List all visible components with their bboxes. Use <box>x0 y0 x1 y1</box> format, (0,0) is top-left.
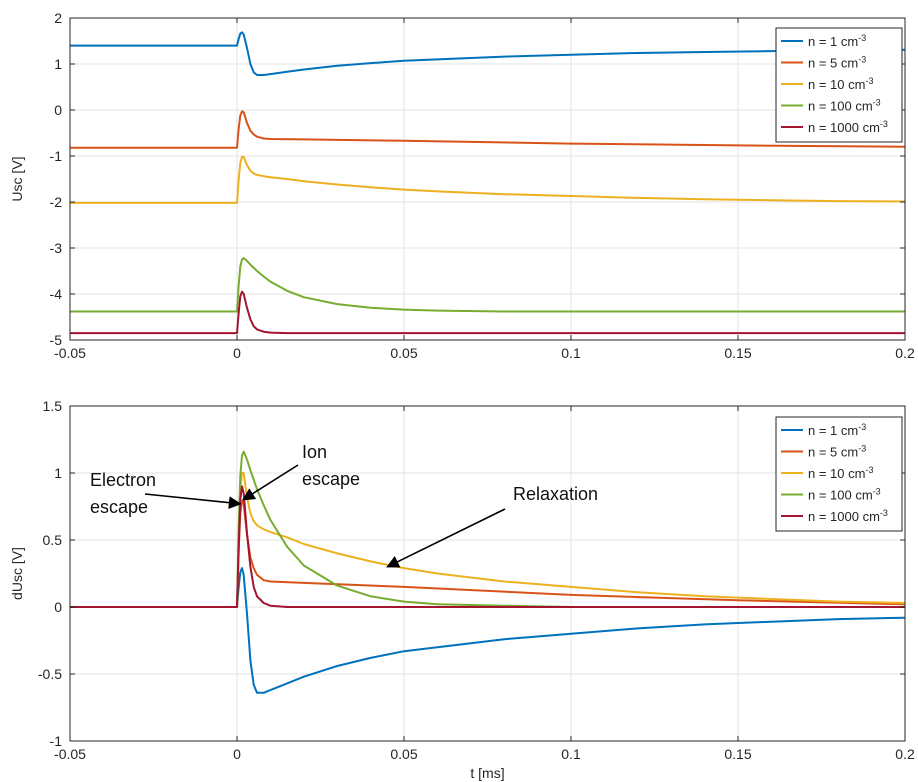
y-tick-label: -1 <box>50 148 63 164</box>
y-tick-label: 1 <box>54 56 62 72</box>
y-tick-label: -5 <box>50 332 63 348</box>
x-tick-label: 0.05 <box>390 345 417 361</box>
x-axis-label: t [ms] <box>470 765 504 781</box>
axes-box <box>69 17 906 341</box>
annotation-text-0: Electron escape <box>90 470 156 517</box>
legend-label-4: n = 1000 cm-3 <box>808 508 888 524</box>
legend-label-3: n = 100 cm-3 <box>808 487 881 503</box>
x-tick-label: 0.2 <box>895 746 915 762</box>
x-tick-label: 0.15 <box>724 746 751 762</box>
series-line-3 <box>70 257 905 313</box>
annotation-text-2: Relaxation <box>513 484 598 504</box>
y-tick-label: 1.5 <box>43 398 63 414</box>
x-tick-label: 0 <box>233 345 241 361</box>
annotation-text-1: Ion escape <box>302 442 360 489</box>
plot-area <box>70 406 905 741</box>
legend-label-0: n = 1 cm-3 <box>808 422 866 438</box>
x-tick-label: 0.15 <box>724 345 751 361</box>
legend-label-0: n = 1 cm-3 <box>808 33 866 49</box>
legend-label-1: n = 5 cm-3 <box>808 55 866 71</box>
series-line-2 <box>70 472 906 608</box>
x-tick-label: 0.1 <box>561 345 581 361</box>
y-axis-label: dUsc [V] <box>9 547 25 600</box>
legend-label-1: n = 5 cm-3 <box>808 444 866 460</box>
x-tick-label: -0.05 <box>54 746 86 762</box>
legend-label-2: n = 10 cm-3 <box>808 76 873 92</box>
x-tick-label: 0.05 <box>390 746 417 762</box>
series-line-3 <box>70 450 905 608</box>
x-tick-label: -0.05 <box>54 345 86 361</box>
x-tick-label: 0 <box>233 746 241 762</box>
series-line-0 <box>70 567 906 694</box>
axes-box <box>69 405 906 742</box>
x-tick-label: 0.1 <box>561 746 581 762</box>
y-tick-label: -2 <box>50 194 63 210</box>
y-tick-label: -1 <box>50 733 63 749</box>
dusc-panel: -0.05 0 0.05 0.1 0.15 0.2 -1 -0.5 0 0.5 1 1.5 dUsc [… <box>9 398 915 781</box>
y-axis-label: Usc [V] <box>9 156 25 201</box>
legend-label-2: n = 10 cm-3 <box>808 465 873 481</box>
annotation-arrow-1 <box>241 464 299 501</box>
y-tick-label: 0 <box>54 102 62 118</box>
series-line-4 <box>70 485 905 608</box>
y-tick-label: -0.5 <box>38 666 62 682</box>
series-line-1 <box>70 110 906 149</box>
y-tick-label: -3 <box>50 240 63 256</box>
series-line-4 <box>70 290 905 335</box>
usc-panel: -0.05 0 0.05 0.1 0.15 0.2 -5 -4 -3 -2 -1 0 1 2 Usc [V]… <box>9 10 915 361</box>
plot-area <box>70 18 905 340</box>
x-tick-label: 0.2 <box>895 345 915 361</box>
legend-label-3: n = 100 cm-3 <box>808 98 881 114</box>
series-line-2 <box>70 155 906 204</box>
legend-label-4: n = 1000 cm-3 <box>808 119 888 135</box>
y-tick-label: 0 <box>54 599 62 615</box>
y-tick-label: 0.5 <box>43 532 63 548</box>
y-tick-label: 1 <box>54 465 62 481</box>
annotation-arrow-0 <box>144 493 242 510</box>
series-line-0 <box>70 31 906 76</box>
y-tick-label: 2 <box>54 10 62 26</box>
annotation-arrow-2 <box>386 508 506 568</box>
y-tick-label: -4 <box>50 286 63 302</box>
